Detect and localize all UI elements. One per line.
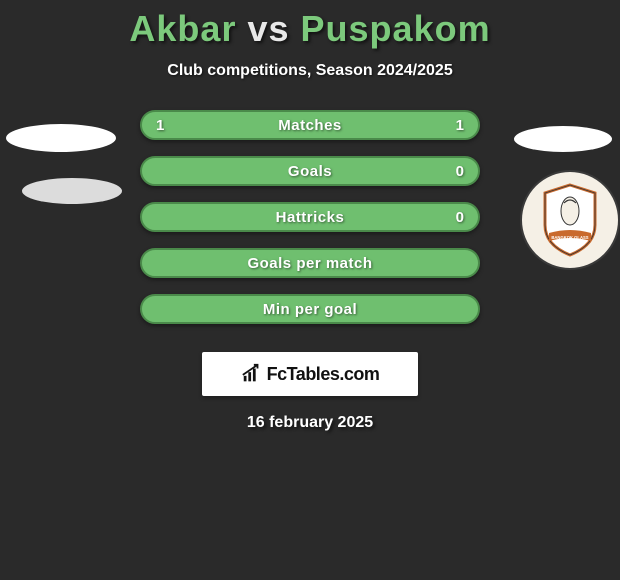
- stat-label: Goals per match: [247, 255, 372, 272]
- stat-row: Min per goal: [140, 294, 480, 324]
- stat-value-left: 1: [156, 117, 164, 134]
- stat-row: Goals 0: [140, 156, 480, 186]
- stat-label: Hattricks: [276, 209, 345, 226]
- date-text: 16 february 2025: [0, 414, 620, 432]
- stat-value-right: 1: [456, 117, 464, 134]
- stat-row: Hattricks 0: [140, 202, 480, 232]
- decor-ellipse-top-right: [514, 126, 612, 152]
- stat-row: Goals per match: [140, 248, 480, 278]
- player1-name: Akbar: [129, 8, 236, 49]
- stat-row: 1 Matches 1: [140, 110, 480, 140]
- page-title: Akbar vs Puspakom: [0, 0, 620, 50]
- player2-name: Puspakom: [301, 8, 491, 49]
- decor-ellipse-top-left: [6, 124, 116, 152]
- club-badge-circle: BANGKOK GLASS: [520, 170, 620, 270]
- stat-label: Min per goal: [263, 301, 357, 318]
- decor-ellipse-bottom-left: [22, 178, 122, 204]
- svg-text:BANGKOK GLASS: BANGKOK GLASS: [551, 235, 588, 240]
- stat-value-right: 0: [456, 209, 464, 226]
- stat-label: Matches: [278, 117, 342, 134]
- subtitle: Club competitions, Season 2024/2025: [0, 62, 620, 80]
- club-badge: BANGKOK GLASS: [539, 183, 601, 257]
- brand-icon: [241, 363, 263, 385]
- brand-box: FcTables.com: [202, 352, 418, 396]
- stat-value-right: 0: [456, 163, 464, 180]
- vs-separator: vs: [247, 8, 289, 49]
- stat-label: Goals: [288, 163, 332, 180]
- brand-text: FcTables.com: [267, 364, 380, 385]
